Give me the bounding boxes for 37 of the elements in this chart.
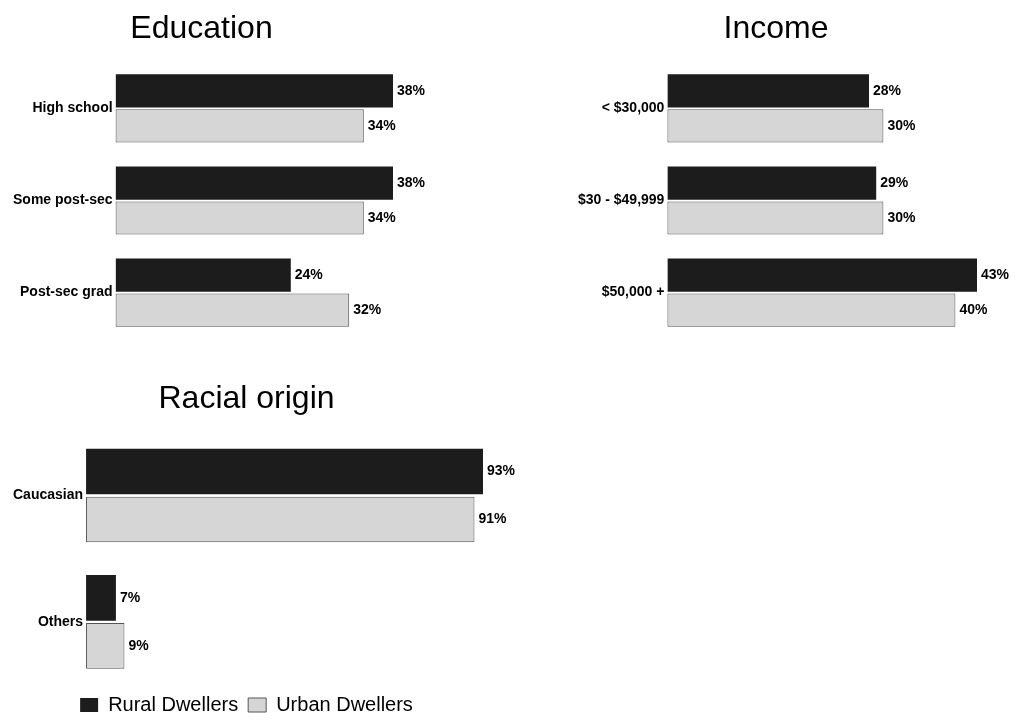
data-label: 43% [981, 265, 1010, 282]
bar [86, 448, 483, 495]
y-tick-label: $30 - $49,999 [578, 191, 665, 208]
data-label: 93% [487, 462, 516, 479]
bar [667, 166, 877, 200]
data-label: 38% [397, 173, 426, 190]
data-label: 28% [873, 81, 902, 98]
data-label: 29% [880, 173, 909, 190]
y-tick-label: Some post-sec [12, 191, 113, 208]
chart-title: Education [130, 9, 273, 46]
data-label: 30% [887, 116, 916, 133]
chart-title: Income [723, 9, 829, 46]
bar [86, 575, 116, 621]
legend-label: Rural Dwellers [108, 692, 239, 715]
y-tick-label: High school [32, 99, 113, 116]
y-tick-label: < $30,000 [601, 99, 665, 116]
bar [115, 258, 291, 292]
bar [667, 74, 869, 108]
y-tick-label: $50,000 + [601, 283, 665, 300]
y-tick-label: Others [37, 612, 84, 629]
data-label: 32% [353, 300, 382, 317]
bar [115, 166, 393, 200]
data-label: 24% [294, 265, 324, 282]
data-label: 40% [959, 300, 988, 317]
y-tick-label: Post-sec grad [19, 283, 113, 300]
data-label: 7% [119, 588, 141, 605]
data-label: 30% [887, 208, 916, 225]
data-label: 9% [128, 636, 150, 653]
legend-label: Urban Dwellers [276, 692, 413, 715]
data-label: 91% [478, 510, 508, 527]
data-label: 34% [367, 116, 397, 133]
y-tick-label: Caucasian [12, 486, 84, 503]
data-label: 34% [367, 208, 397, 225]
bar [667, 258, 977, 292]
data-label: 38% [397, 81, 426, 98]
chart-title: Racial origin [158, 379, 335, 416]
bar [115, 74, 393, 108]
